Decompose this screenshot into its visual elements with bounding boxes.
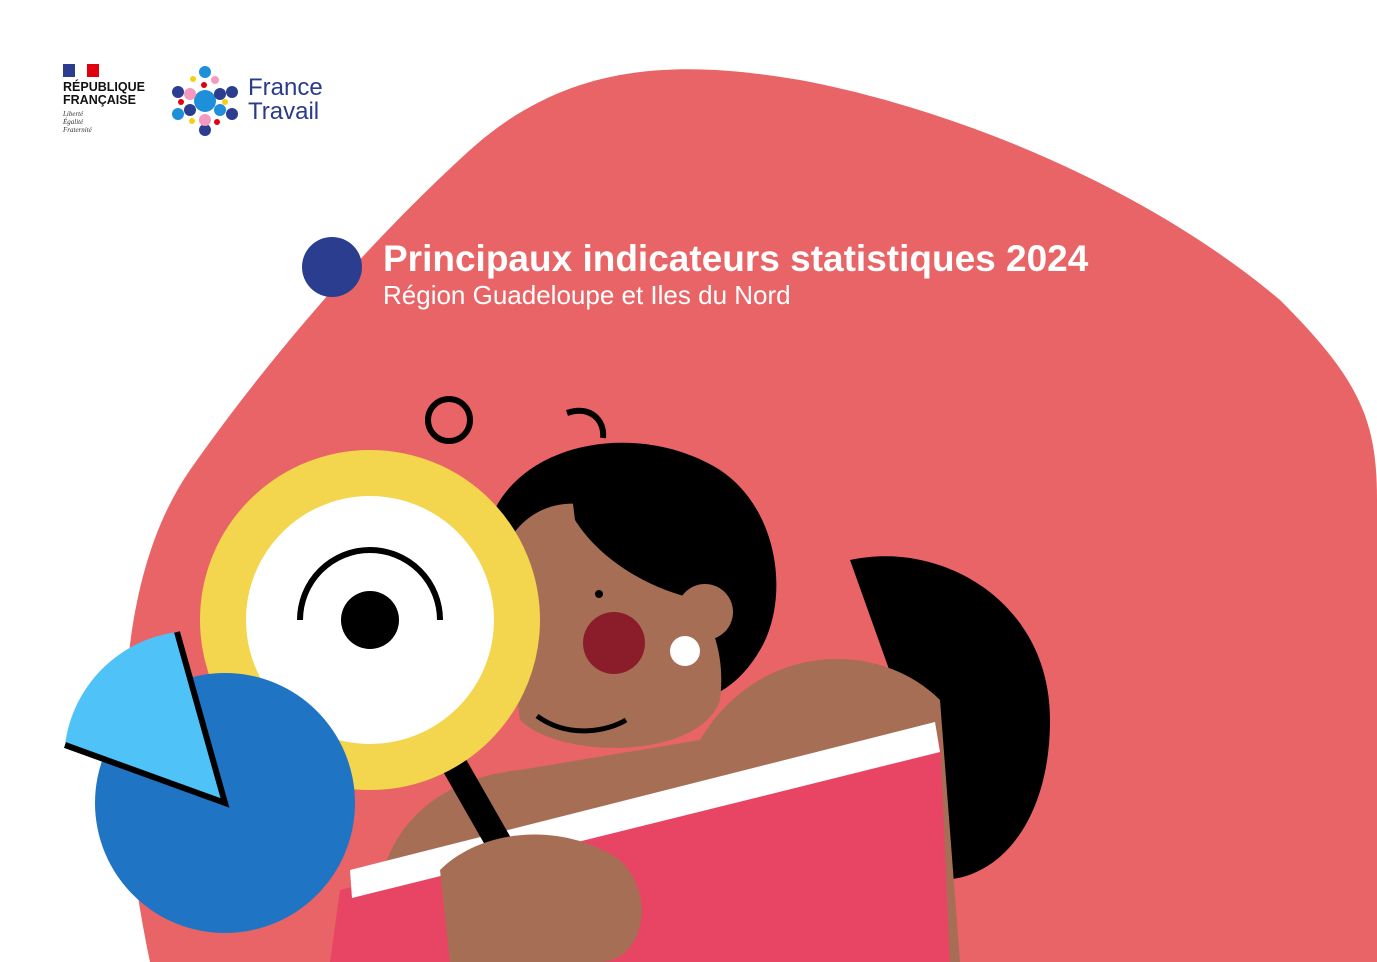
pie-chart-slice xyxy=(65,632,225,803)
cheek xyxy=(583,612,645,674)
france-travail-logo-text: France Travail xyxy=(248,76,323,124)
rf-motto: Liberté Égalité Fraternité xyxy=(63,110,145,134)
ponytail xyxy=(850,556,1050,880)
page-title: Principaux indicateurs statistiques 2024 xyxy=(383,238,1089,279)
motto-egalite: Égalité xyxy=(63,118,84,126)
smile xyxy=(535,713,628,734)
earring xyxy=(670,636,700,666)
rf-name-line2: FRANÇAISE xyxy=(63,93,136,107)
ft-line2: Travail xyxy=(248,98,320,125)
small-ring xyxy=(425,396,473,444)
ear xyxy=(677,584,733,640)
hand xyxy=(440,834,642,962)
eye xyxy=(595,590,603,598)
magnified-pupil xyxy=(341,591,399,649)
pie-chart-lines xyxy=(63,631,230,808)
hair-front xyxy=(570,456,762,605)
motto-liberte: Liberté xyxy=(63,110,84,118)
french-flag-icon xyxy=(63,64,99,77)
republique-francaise-logo: RÉPUBLIQUE FRANÇAISE Liberté Égalité Fra… xyxy=(63,64,145,134)
france-travail-dots-icon xyxy=(172,66,238,136)
rf-name-line1: RÉPUBLIQUE xyxy=(63,80,145,94)
page-subtitle: Région Guadeloupe et Iles du Nord xyxy=(383,280,791,310)
magnified-eye-lid xyxy=(297,547,443,621)
hair-curl xyxy=(566,408,607,439)
ft-line1: France xyxy=(248,74,323,101)
title-bullet-dot xyxy=(302,237,362,297)
motto-fraternite: Fraternité xyxy=(63,126,92,134)
